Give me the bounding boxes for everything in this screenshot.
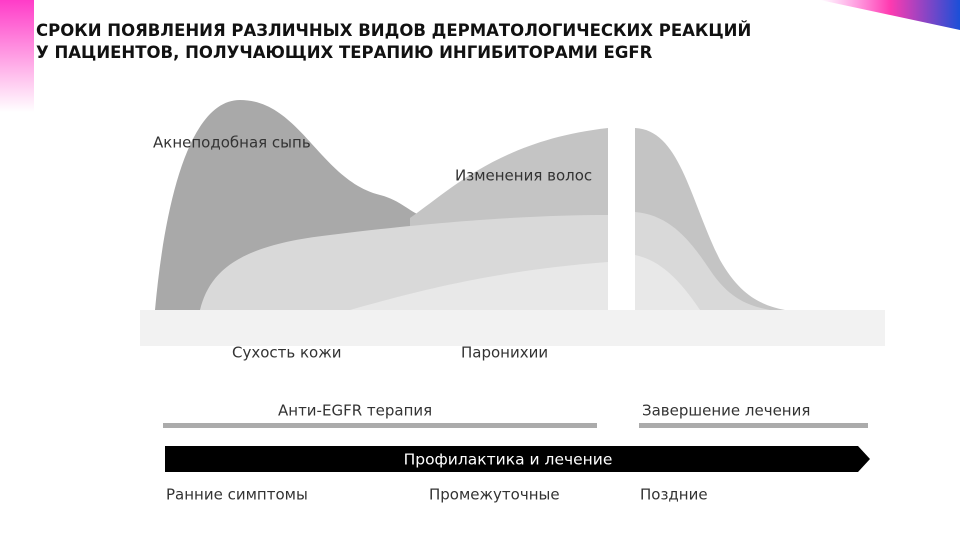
stage-label: Поздние bbox=[640, 486, 708, 504]
title-line: СРОКИ ПОЯВЛЕНИЯ РАЗЛИЧНЫХ ВИДОВ ДЕРМАТОЛ… bbox=[36, 21, 751, 40]
area-label: Акнеподобная сыпь bbox=[153, 134, 311, 152]
dry-skin-area bbox=[350, 262, 608, 310]
title-line: У ПАЦИЕНТОВ, ПОЛУЧАЮЩИХ ТЕРАПИЮ ИНГИБИТО… bbox=[36, 43, 653, 62]
corner-accent bbox=[820, 0, 960, 30]
stage-label: Промежуточные bbox=[429, 486, 560, 504]
completion-bar bbox=[639, 423, 868, 428]
area-label: Паронихии bbox=[461, 344, 548, 362]
arrow bbox=[165, 446, 870, 472]
area-label: Сухость кожи bbox=[232, 344, 342, 362]
phase-label: Анти-EGFR терапия bbox=[278, 402, 432, 420]
left-accent bbox=[0, 0, 34, 112]
area-label: Изменения волос bbox=[455, 167, 592, 185]
base-band bbox=[140, 310, 885, 346]
stage-label: Ранние симптомы bbox=[166, 486, 308, 504]
arrow-label: Профилактика и лечение bbox=[404, 451, 613, 469]
therapy-bar bbox=[163, 423, 597, 428]
phase-label: Завершение лечения bbox=[642, 402, 810, 420]
dry-skin-tail bbox=[635, 255, 700, 310]
